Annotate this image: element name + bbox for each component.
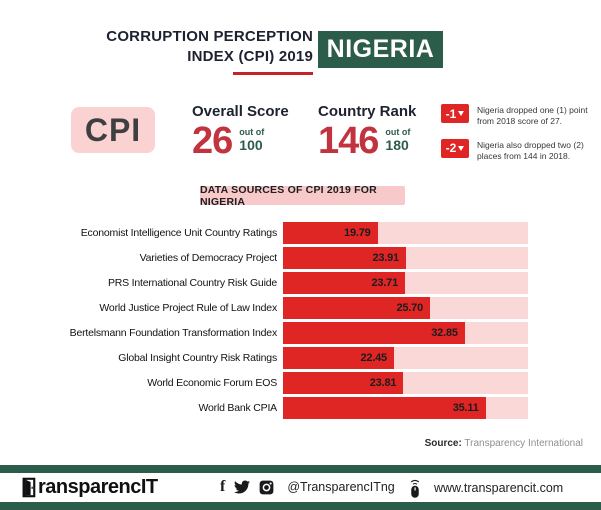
country-rank-value: 146 bbox=[318, 120, 379, 162]
bar-track: 35.11 bbox=[283, 397, 528, 419]
bar-label: Varieties of Democracy Project bbox=[139, 252, 278, 264]
title-line1: CORRUPTION PERCEPTION bbox=[106, 28, 313, 45]
bar: 22.45 bbox=[283, 347, 394, 369]
bar: 19.79 bbox=[283, 222, 378, 244]
bar-track: 19.79 bbox=[283, 222, 528, 244]
change-note-text: Nigeria also dropped two (2) places from… bbox=[477, 139, 584, 162]
footer-band bbox=[0, 473, 601, 502]
chart-row: World Justice Project Rule of Law Index 2… bbox=[58, 297, 531, 319]
bar-track: 25.70 bbox=[283, 297, 528, 319]
overall-score-value: 26 bbox=[192, 120, 233, 162]
country-rank-label: Country Rank bbox=[318, 103, 417, 120]
change-badge-minus2: -2 bbox=[441, 138, 469, 158]
change-badge-minus1: -1 bbox=[441, 104, 469, 123]
change-badge-value: -2 bbox=[445, 141, 457, 156]
change-note-text: Nigeria dropped one (1) point from 2018 … bbox=[477, 105, 588, 127]
change-note-2: -2 Nigeria also dropped two (2) places f… bbox=[441, 138, 593, 163]
bar-value: 22.45 bbox=[360, 352, 387, 364]
footer-stripe-bottom bbox=[0, 502, 601, 510]
chart-row: World Bank CPIA 35.11 bbox=[58, 397, 531, 419]
bar-label: World Justice Project Rule of Law Index bbox=[99, 302, 277, 314]
down-triangle-icon bbox=[458, 111, 465, 116]
website-url[interactable]: www.transparencit.com bbox=[434, 481, 564, 495]
bar-label: World Economic Forum EOS bbox=[147, 377, 277, 389]
chart-row: Global Insight Country Risk Ratings 22.45 bbox=[58, 347, 531, 369]
bar: 35.11 bbox=[283, 397, 486, 419]
brand-logo: ransparencIT bbox=[20, 476, 158, 499]
bar-label: Global Insight Country Risk Ratings bbox=[118, 352, 277, 364]
country-badge: NIGERIA bbox=[318, 31, 443, 68]
change-notes: -1 Nigeria dropped one (1) point from 20… bbox=[441, 104, 593, 174]
bar-value: 35.11 bbox=[452, 402, 479, 414]
bar-value: 23.91 bbox=[372, 252, 399, 264]
bar: 23.91 bbox=[283, 247, 406, 269]
page-title: CORRUPTION PERCEPTION INDEX (CPI) 2019 bbox=[106, 27, 313, 75]
bar: 23.71 bbox=[283, 272, 405, 294]
mouse-icon bbox=[406, 477, 424, 499]
country-rank-block: Country Rank 146 out of 180 bbox=[318, 103, 416, 160]
chart-row: World Economic Forum EOS 23.81 bbox=[58, 372, 531, 394]
twitter-icon[interactable] bbox=[234, 479, 251, 495]
bar: 32.85 bbox=[283, 322, 465, 344]
bar-track: 32.85 bbox=[283, 322, 528, 344]
facebook-icon[interactable]: f bbox=[220, 478, 226, 495]
footer-stripe-top bbox=[0, 465, 601, 473]
overall-score-label: Overall Score bbox=[192, 103, 289, 120]
source-label: Source: bbox=[424, 438, 462, 449]
overall-outof-text: out of bbox=[239, 127, 265, 137]
door-icon bbox=[20, 476, 37, 499]
bar-label: Economist Intelligence Unit Country Rati… bbox=[80, 227, 277, 239]
bar-value: 25.70 bbox=[396, 302, 423, 314]
chart-title-banner: DATA SOURCES OF CPI 2019 FOR NIGERIA bbox=[200, 184, 405, 208]
title-line2: INDEX (CPI) 2019 bbox=[187, 48, 313, 66]
chart-row: Bertelsmann Foundation Transformation In… bbox=[58, 322, 531, 344]
website-link: www.transparencit.com bbox=[406, 477, 563, 499]
brand-name: ransparencIT bbox=[38, 476, 158, 498]
source-line: Source: Transparency International bbox=[425, 438, 583, 449]
bar-track: 23.81 bbox=[283, 372, 528, 394]
overall-total: 100 bbox=[239, 136, 263, 153]
chart-row: Economist Intelligence Unit Country Rati… bbox=[58, 222, 531, 244]
social-handle[interactable]: @TransparencITng bbox=[287, 480, 395, 494]
bar-track: 22.45 bbox=[283, 347, 528, 369]
bar-track: 23.71 bbox=[283, 272, 528, 294]
title-underline bbox=[233, 71, 313, 75]
chart-rows: Economist Intelligence Unit Country Rati… bbox=[58, 222, 531, 419]
bar: 23.81 bbox=[283, 372, 404, 394]
bar-chart: Economist Intelligence Unit Country Rati… bbox=[58, 222, 531, 422]
change-note-1: -1 Nigeria dropped one (1) point from 20… bbox=[441, 104, 593, 128]
bar-label: World Bank CPIA bbox=[198, 402, 277, 414]
bar-value: 32.85 bbox=[431, 327, 458, 339]
bar-track: 23.91 bbox=[283, 247, 528, 269]
chart-row: Varieties of Democracy Project 23.91 bbox=[58, 247, 531, 269]
bar-value: 23.81 bbox=[369, 377, 397, 389]
rank-outof-text: out of bbox=[385, 127, 411, 137]
source-text: Transparency International bbox=[461, 438, 583, 449]
bar-label: Bertelsmann Foundation Transformation In… bbox=[69, 327, 278, 339]
instagram-icon[interactable] bbox=[259, 480, 274, 495]
rank-total: 180 bbox=[385, 136, 409, 153]
overall-score-block: Overall Score 26 out of 100 bbox=[192, 103, 289, 160]
social-links: f @TransparencITng bbox=[220, 479, 395, 495]
change-badge-value: -1 bbox=[445, 106, 457, 121]
chart-row: PRS International Country Risk Guide 23.7… bbox=[58, 272, 531, 294]
down-triangle-icon bbox=[458, 145, 465, 151]
bar-label: PRS International Country Risk Guide bbox=[107, 277, 277, 289]
bar-value: 23.71 bbox=[371, 277, 398, 289]
bar: 25.70 bbox=[283, 297, 430, 319]
cpi-logo: CPI bbox=[71, 107, 155, 153]
bar-value: 19.79 bbox=[344, 227, 371, 239]
